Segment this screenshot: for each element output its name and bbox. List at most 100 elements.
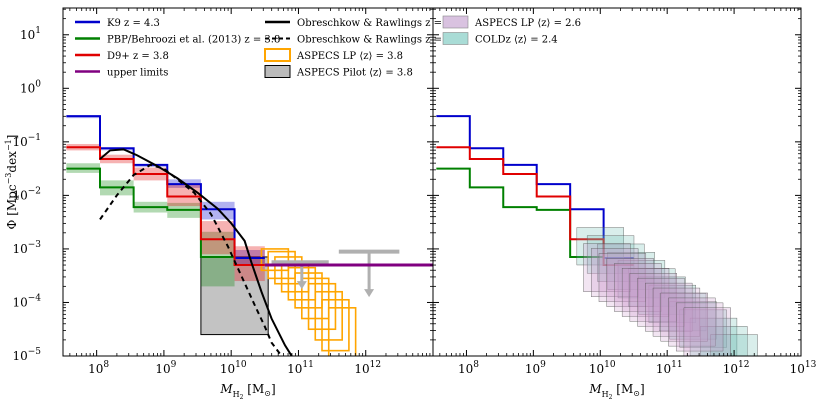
x-axis-label-left-sub: H <box>233 390 240 399</box>
x-axis-label-left-close: ] <box>271 382 276 396</box>
legend-label-4: Obreschkow & Rawlings z = 2 <box>297 18 452 29</box>
coldz-box-9 <box>669 301 717 340</box>
x-axis-label-right-close: ] <box>640 382 645 396</box>
legend-label-right-0: ASPECS LP ⟨z⟩ = 2.6 <box>474 18 581 29</box>
y-axis-label-exp1: −3 <box>4 173 13 185</box>
y-tick-label-4: 10−3 <box>12 240 41 256</box>
x-axis-label-left-sun: ⊙ <box>264 389 271 398</box>
aspecs-lp-box-9 <box>321 298 350 352</box>
x-tick-label-1-5: 1013 <box>790 360 817 376</box>
x-tick-label-0-0-sup: 8 <box>103 360 109 370</box>
legend-swatch-7 <box>264 65 291 78</box>
x-tick-label-0-4-base: 10 <box>354 362 369 376</box>
x-axis-label-left-m: M <box>219 382 233 396</box>
y-tick-label-4-base: 10 <box>12 242 27 256</box>
right-legend: ASPECS LP ⟨z⟩ = 2.6 COLDz ⟨z⟩ = 2.4 <box>442 15 581 46</box>
y-tick-label-5-base: 10 <box>12 295 27 309</box>
coldz-box-8 <box>659 293 707 332</box>
legend-label-0: K9 z = 4.3 <box>107 18 160 29</box>
legend-label-1: PBP/Behroozi et al. (2013) z = 3.8 <box>107 35 280 46</box>
legend-swatch-6 <box>264 48 291 62</box>
coldz-box-5 <box>628 268 676 307</box>
y-tick-label-5: 10−4 <box>12 293 41 309</box>
x-tick-label-1-4-sup: 12 <box>738 360 749 370</box>
y-tick-label-0: 101 <box>20 26 41 42</box>
x-axis-label-right-unit: [M <box>612 382 633 396</box>
left-panel: 108 109 1010 1011 101210110010−110−210−310−4… <box>12 7 452 376</box>
x-axis-label-left-unit: [M <box>243 382 264 396</box>
y-tick-label-6: 10−5 <box>12 347 41 363</box>
x-axis-label-right-sub2: 2 <box>609 394 613 401</box>
y-tick-label-3: 10−2 <box>12 186 41 202</box>
x-tick-label-0-0: 108 <box>88 360 109 376</box>
x-tick-label-0-0-base: 10 <box>88 362 103 376</box>
y-tick-label-3-base: 10 <box>12 188 27 202</box>
aspecs-pilot-box <box>200 256 269 336</box>
x-axis-label-right-sun: ⊙ <box>633 389 640 398</box>
legend-label-2: D9+ z = 3.8 <box>107 51 169 62</box>
legend-label-5: Obreschkow & Rawlings z = 5 <box>297 35 452 46</box>
x-tick-label-0-2: 1010 <box>220 360 247 376</box>
aspecs26-box-13 <box>683 307 731 356</box>
y-tick-label-4-sup: −3 <box>28 240 42 250</box>
y-tick-label-2-base: 10 <box>12 135 27 149</box>
x-tick-label-0-1: 109 <box>155 360 176 376</box>
legend-swatch-right-0 <box>442 15 469 29</box>
y-axis-label-exp2: −1 <box>4 139 13 151</box>
x-tick-label-1-3: 1011 <box>656 360 683 376</box>
axis-labels: MH2 [M⊙] MH2 [M⊙]Φ [Mpc−3dex−1] <box>4 135 645 401</box>
coldz-box-11 <box>689 317 738 356</box>
y-tick-label-3-sup: −2 <box>28 186 41 196</box>
band-band <box>234 246 265 282</box>
y-tick-label-2: 10−1 <box>12 133 41 149</box>
band-band <box>200 231 235 287</box>
y-tick-label-2-sup: −1 <box>28 133 41 143</box>
k9-step-line <box>66 115 265 260</box>
x-tick-label-0-3-base: 10 <box>287 362 302 376</box>
x-axis-label-right: MH2 [M⊙] <box>588 382 644 401</box>
aspecs-lp-box-10 <box>327 307 357 356</box>
x-tick-label-0-2-base: 10 <box>220 362 235 376</box>
x-tick-label-1-2: 1010 <box>589 360 616 376</box>
upper-limit-arrowhead-1 <box>364 289 375 298</box>
x-tick-label-1-5-base: 10 <box>790 362 805 376</box>
y-tick-label-1: 100 <box>20 79 41 95</box>
x-axis-label-right-m: M <box>588 382 602 396</box>
x-tick-label-1-0-sup: 8 <box>473 360 479 370</box>
y-tick-label-1-base: 10 <box>20 81 35 95</box>
y-tick-label-6-base: 10 <box>12 349 27 363</box>
x-axis-label-left: MH2 [M⊙] <box>219 382 275 401</box>
x-tick-label-1-3-base: 10 <box>656 362 671 376</box>
x-tick-label-1-1: 109 <box>525 360 546 376</box>
band-band <box>200 201 235 220</box>
x-axis-label-left-sub2: 2 <box>240 394 244 401</box>
x-tick-label-1-2-base: 10 <box>589 362 604 376</box>
left-legend: K9 z = 4.3 PBP/Behroozi et al. (2013) z =… <box>75 18 452 79</box>
d9-step-line <box>66 146 265 266</box>
y-tick-label-6-sup: −5 <box>28 347 42 357</box>
y-axis-label-phi: Φ [Mpc <box>5 184 19 229</box>
plot-area <box>436 115 758 356</box>
y-tick-label-0-sup: 1 <box>35 26 41 36</box>
x-tick-label-0-3-sup: 11 <box>302 360 313 370</box>
x-tick-label-0-2-sup: 10 <box>235 360 247 370</box>
right-frame <box>432 7 802 357</box>
x-tick-label-1-4-base: 10 <box>723 362 738 376</box>
x-tick-label-1-0-base: 10 <box>458 362 473 376</box>
x-axis-label-right-sub: H <box>602 390 609 399</box>
x-tick-label-1-0: 108 <box>458 360 479 376</box>
x-tick-label-1-1-sup: 9 <box>540 360 546 370</box>
legend-label-3: upper limits <box>107 68 168 79</box>
coldz-box-2 <box>597 243 645 282</box>
x-tick-label-1-2-sup: 10 <box>604 360 616 370</box>
obreschkow-z2-curve <box>99 148 293 356</box>
legend-label-7: ASPECS Pilot ⟨z⟩ = 3.8 <box>296 68 413 79</box>
legend-swatch-right-1 <box>442 32 469 45</box>
y-tick-label-5-sup: −4 <box>28 293 42 303</box>
legend-label-6: ASPECS LP ⟨z⟩ = 3.8 <box>296 51 403 62</box>
y-axis-label: Φ [Mpc−3dex−1] <box>4 135 19 230</box>
band-band <box>200 221 235 255</box>
y-tick-label-0-base: 10 <box>20 28 35 42</box>
